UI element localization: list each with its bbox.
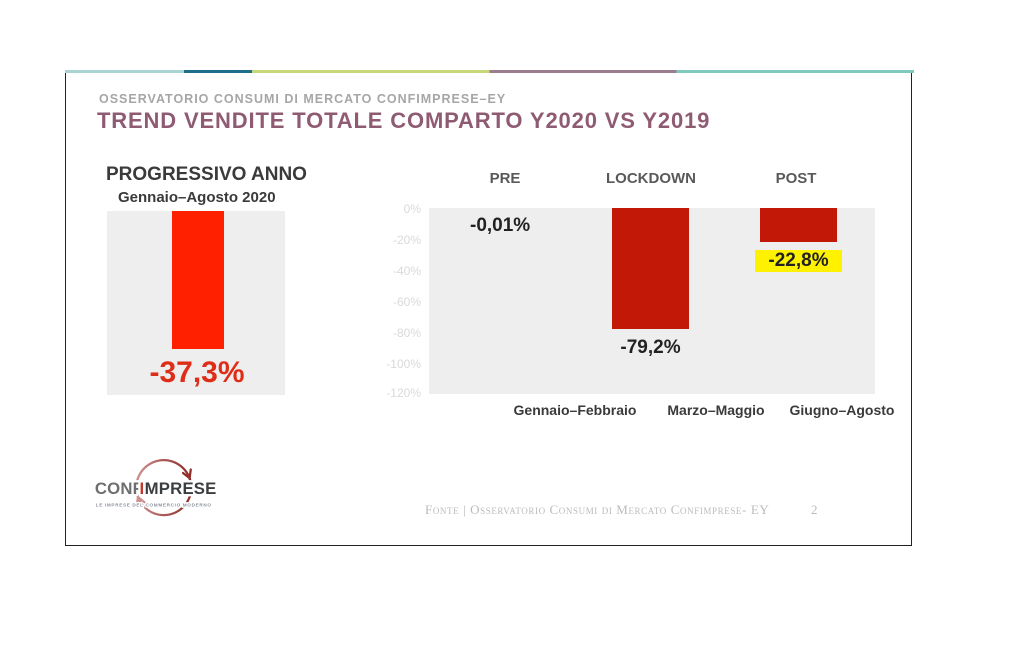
- svg-text:MPRESE: MPRESE: [145, 479, 217, 498]
- svg-text:CONF: CONF: [95, 479, 143, 498]
- svg-text:LE IMPRESE DEL COMMERCIO MODER: LE IMPRESE DEL COMMERCIO MODERNO: [96, 502, 212, 507]
- svg-text:I: I: [140, 479, 145, 498]
